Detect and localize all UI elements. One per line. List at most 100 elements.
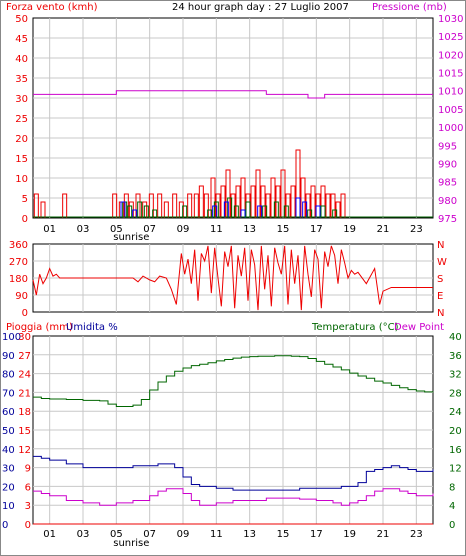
- rain-y-tick: 0: [25, 520, 31, 531]
- temperature-y-tick: 36: [449, 351, 462, 362]
- wind-y-tick: 40: [15, 54, 28, 65]
- temperature-line: [33, 355, 434, 407]
- pressure-y-tick: 990: [438, 159, 457, 170]
- humidity-x-tick: 05: [110, 529, 123, 540]
- rain-y-tick: 3: [25, 501, 31, 512]
- wind-bar: [302, 201, 308, 218]
- wind-bar: [280, 169, 286, 218]
- wind-bar: [235, 185, 241, 218]
- humidity-y-tick: 20: [2, 482, 15, 493]
- wind-bar: [307, 209, 313, 218]
- humidity-y-tick: 90: [2, 351, 15, 362]
- wind-x-tick: 11: [210, 224, 223, 235]
- wind-bar: [262, 205, 268, 218]
- wind-bar: [210, 177, 216, 218]
- wind-bar: [182, 205, 188, 218]
- humidity-x-tick: 03: [77, 529, 90, 540]
- wind-x-tick: 15: [277, 224, 290, 235]
- wind-bar: [320, 185, 326, 218]
- wind-x-tick: 01: [43, 224, 56, 235]
- wind-x-tick: 09: [177, 224, 190, 235]
- humidity-axis-title: Umidita %: [66, 322, 118, 333]
- wind-bar: [137, 201, 143, 218]
- pressure-y-tick: 1015: [438, 69, 463, 80]
- pressure-y-tick: 985: [438, 178, 457, 189]
- sunrise-label: sunrise: [113, 538, 149, 549]
- compass-tick: N: [437, 308, 444, 319]
- humidity-x-tick: 19: [343, 529, 356, 540]
- wind-bar: [290, 185, 296, 218]
- humidity-y-tick: 100: [2, 332, 21, 343]
- wind-bar: [120, 201, 126, 218]
- compass-tick: W: [437, 257, 447, 268]
- rain-y-tick: 6: [25, 482, 31, 493]
- wind-x-tick: 17: [310, 224, 323, 235]
- wind-bar: [255, 169, 261, 218]
- humidity-y-tick: 10: [2, 501, 15, 512]
- wind-y-tick: 25: [15, 114, 28, 125]
- direction-line: [32, 245, 433, 311]
- wind-bar: [315, 205, 321, 218]
- wind-bar: [178, 201, 184, 218]
- temperature-axis-title: Temperatura (°C): [311, 322, 399, 333]
- wind-bar: [203, 193, 209, 218]
- direction-y-tick: 90: [15, 291, 28, 302]
- wind-y-tick: 10: [15, 174, 28, 185]
- rain-y-tick: 30: [18, 332, 31, 343]
- humidity-x-tick: 07: [143, 529, 156, 540]
- wind-bar: [40, 201, 46, 218]
- humidity-y-tick: 30: [2, 464, 15, 475]
- rain-y-tick: 12: [18, 445, 31, 456]
- temperature-y-tick: 32: [449, 370, 462, 381]
- temperature-y-tick: 12: [449, 464, 462, 475]
- wind-bar: [310, 185, 316, 218]
- direction-y-tick: 180: [9, 274, 28, 285]
- dewpoint-axis-title: Dew Point: [394, 322, 444, 333]
- temperature-y-tick: 0: [449, 520, 455, 531]
- wind-bar: [213, 201, 219, 218]
- wind-y-tick: 30: [15, 94, 28, 105]
- wind-bar: [325, 193, 331, 218]
- wind-y-tick: 5: [22, 194, 28, 205]
- wind-bar: [223, 201, 229, 218]
- temperature-y-tick: 40: [449, 332, 462, 343]
- wind-bar: [132, 209, 138, 218]
- pressure-y-tick: 1005: [438, 105, 463, 116]
- rain-y-tick: 21: [18, 388, 31, 399]
- wind-y-tick: 50: [15, 14, 28, 25]
- wind-bar: [152, 209, 158, 218]
- wind-bar: [340, 193, 346, 218]
- wind-x-tick: 03: [77, 224, 90, 235]
- wind-y-tick: 15: [15, 154, 28, 165]
- wind-bar: [257, 205, 263, 218]
- rain-y-tick: 15: [18, 426, 31, 437]
- rain-y-tick: 27: [18, 351, 31, 362]
- wind-bar: [295, 197, 301, 218]
- wind-bar: [212, 205, 218, 218]
- compass-tick: S: [437, 274, 443, 285]
- wind-bar: [225, 169, 231, 218]
- pressure-y-tick: 980: [438, 196, 457, 207]
- wind-bar: [207, 209, 213, 218]
- wind-y-tick: 0: [22, 214, 28, 225]
- wind-bar: [320, 205, 326, 218]
- direction-y-tick: 360: [9, 240, 28, 251]
- wind-bar: [227, 197, 233, 218]
- humidity-x-tick: 09: [177, 529, 190, 540]
- wind-x-tick: 05: [110, 224, 123, 235]
- wind-x-tick: 23: [410, 224, 423, 235]
- wind-bar: [187, 193, 193, 218]
- wind-bar: [330, 193, 336, 218]
- wind-bar: [245, 201, 251, 218]
- wind-x-tick: 07: [143, 224, 156, 235]
- wind-bar: [283, 205, 289, 218]
- humidity-y-tick: 70: [2, 388, 15, 399]
- humidity-x-tick: 13: [243, 529, 256, 540]
- humidity-y-tick: 0: [2, 520, 8, 531]
- wind-axis-title: Forza vento (kmh): [6, 2, 98, 13]
- wind-panel: 5045403530252015105010301025102010151010…: [15, 14, 463, 243]
- rain-y-tick: 24: [18, 370, 31, 381]
- sunrise-label: sunrise: [113, 232, 149, 243]
- pressure-y-tick: 1025: [438, 32, 463, 43]
